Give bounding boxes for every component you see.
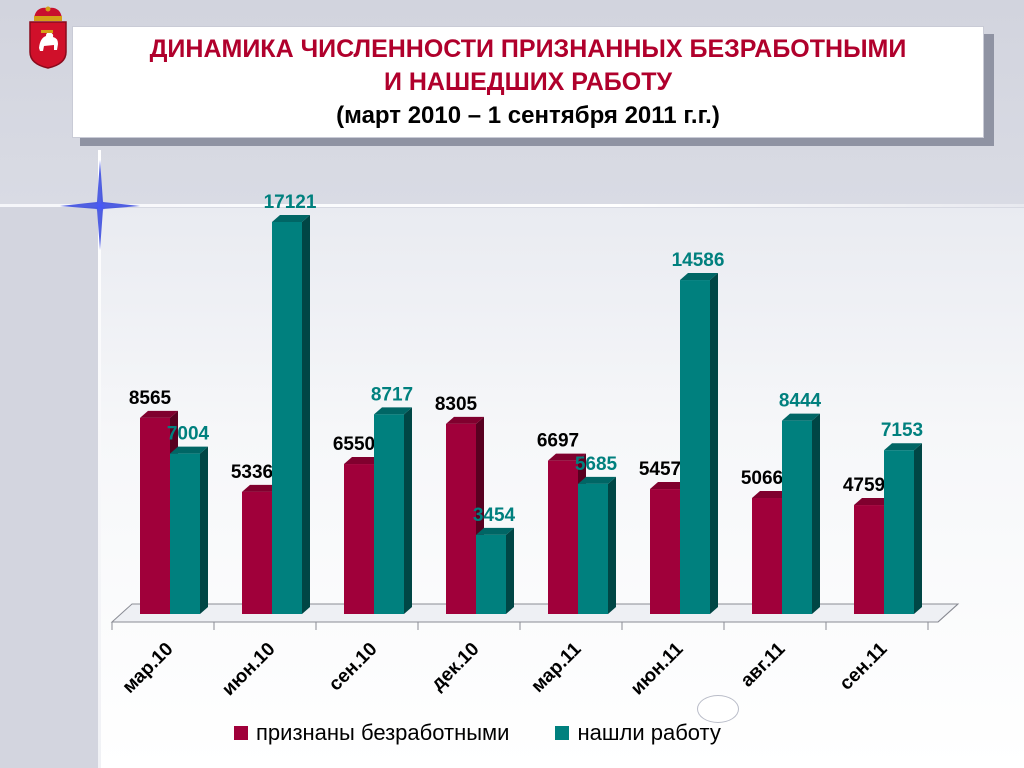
- bar-unemployed: [446, 423, 476, 614]
- data-label-found-work: 7004: [167, 424, 210, 445]
- left-strip: [0, 205, 100, 768]
- bar-top-unemployed: [446, 416, 484, 424]
- legend-item-unemployed: признаны безработными: [234, 720, 509, 746]
- data-label-unemployed: 5457: [639, 459, 681, 480]
- bar-top-found-work: [374, 407, 412, 415]
- data-label-found-work: 3454: [473, 505, 516, 526]
- bar-found-work: [476, 534, 506, 614]
- bar-side-found-work: [914, 443, 922, 614]
- bar-side-found-work: [404, 407, 412, 614]
- page-title-period: (март 2010 – 1 сентября 2011 г.г.): [336, 101, 720, 129]
- bar-unemployed: [650, 489, 680, 614]
- data-label-found-work: 7153: [881, 420, 923, 441]
- bar-side-found-work: [506, 527, 514, 614]
- bar-unemployed: [242, 491, 272, 614]
- bar-top-unemployed: [650, 482, 688, 490]
- bar-unemployed: [752, 498, 782, 614]
- x-tick-label: дек.10: [427, 639, 483, 695]
- x-tick-label: сен.11: [836, 638, 892, 694]
- bar-found-work: [272, 222, 302, 614]
- bar-side-found-work: [302, 215, 310, 614]
- legend-swatch-found-work: [555, 726, 570, 740]
- bar-side-found-work: [710, 273, 718, 614]
- x-tick-label: июн.11: [627, 638, 688, 699]
- page-title-line2: И НАШЕДШИХ РАБОТУ: [383, 67, 673, 96]
- bar-top-found-work: [578, 476, 616, 484]
- bar-top-unemployed: [344, 457, 382, 465]
- bar-side-found-work: [200, 446, 208, 614]
- decor-vertical-line: [98, 150, 101, 768]
- bar-found-work: [578, 483, 608, 614]
- bar-top-unemployed: [854, 498, 892, 506]
- x-tick-label: мар.10: [119, 639, 178, 698]
- data-label-unemployed: 5066: [741, 468, 783, 489]
- floor-edge: [937, 603, 959, 623]
- decor-horizontal-line: [0, 204, 1024, 207]
- decor-bubble: [697, 695, 739, 723]
- page-title-line1: ДИНАМИКА ЧИСЛЕННОСТИ ПРИЗНАННЫХ БЕЗРАБОТ…: [149, 34, 907, 63]
- legend-item-found-work: нашли работу: [555, 720, 721, 746]
- x-tick-label: июн.10: [218, 639, 279, 700]
- bar-top-unemployed: [752, 491, 790, 499]
- bar-found-work: [170, 453, 200, 614]
- legend-label-unemployed: признаны безработными: [256, 720, 510, 745]
- chart-legend: признаны безработными нашли работу: [234, 718, 767, 748]
- chart-floor: [110, 603, 960, 623]
- bar-found-work: [884, 450, 914, 614]
- bar-top-found-work: [170, 446, 208, 454]
- sparkle-star-icon: [60, 160, 140, 250]
- bar-side-found-work: [812, 413, 820, 614]
- bar-top-found-work: [680, 273, 718, 281]
- bar-top-found-work: [476, 527, 514, 535]
- bar-top-found-work: [272, 215, 310, 222]
- bar-top-unemployed: [242, 484, 280, 492]
- bar-found-work: [680, 280, 710, 614]
- bar-unemployed: [140, 417, 170, 614]
- bar-found-work: [374, 414, 404, 614]
- bar-top-found-work: [782, 413, 820, 421]
- x-tick-label: авг.11: [737, 638, 790, 691]
- bar-top-found-work: [884, 443, 922, 451]
- legend-label-found-work: нашли работу: [577, 720, 721, 745]
- bar-unemployed: [854, 505, 884, 614]
- data-label-unemployed: 4759: [843, 475, 885, 496]
- data-label-found-work: 8717: [371, 384, 413, 405]
- title-box: ДИНАМИКА ЧИСЛЕННОСТИ ПРИЗНАННЫХ БЕЗРАБОТ…: [72, 26, 984, 138]
- data-label-found-work: 17121: [264, 192, 317, 213]
- bar-top-unemployed: [140, 410, 178, 418]
- bar-found-work: [782, 420, 812, 614]
- data-label-unemployed: 5336: [231, 462, 273, 483]
- data-label-unemployed: 6697: [537, 431, 579, 452]
- bar-side-found-work: [608, 476, 616, 614]
- data-label-unemployed: 6550: [333, 434, 375, 455]
- data-label-found-work: 5685: [575, 454, 618, 475]
- x-tick-label: мар.11: [527, 638, 586, 697]
- x-tick-label: сен.10: [325, 639, 382, 696]
- bar-top-unemployed: [548, 453, 586, 461]
- bar-unemployed: [548, 460, 578, 614]
- bar-unemployed: [344, 464, 374, 614]
- data-label-unemployed: 8565: [129, 388, 172, 409]
- data-label-found-work: 8444: [779, 391, 822, 412]
- data-label-unemployed: 8305: [435, 394, 478, 415]
- data-label-found-work: 14586: [672, 250, 725, 271]
- legend-swatch-unemployed: [234, 726, 248, 740]
- perm-coat-of-arms-icon: [29, 6, 67, 69]
